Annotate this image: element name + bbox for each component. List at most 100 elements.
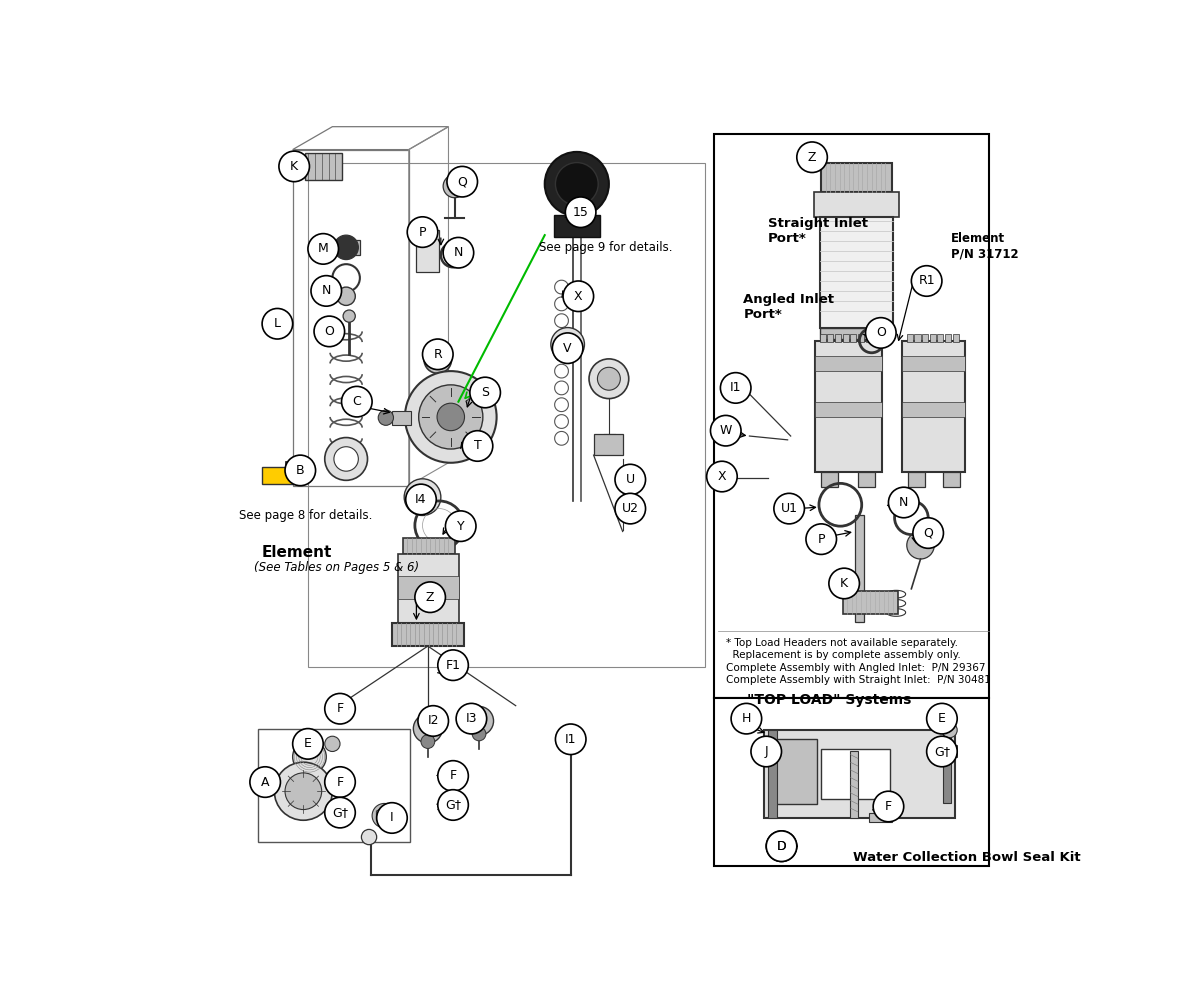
Circle shape bbox=[720, 373, 751, 403]
Text: Q: Q bbox=[923, 527, 934, 540]
Circle shape bbox=[438, 790, 468, 820]
Circle shape bbox=[286, 773, 322, 809]
Text: Complete Assembly with Angled Inlet:  P/N 29367: Complete Assembly with Angled Inlet: P/N… bbox=[726, 663, 985, 673]
Circle shape bbox=[907, 532, 935, 559]
Bar bbox=[821, 164, 892, 192]
Bar bbox=[858, 334, 864, 342]
Circle shape bbox=[418, 705, 449, 736]
Circle shape bbox=[767, 831, 797, 861]
Circle shape bbox=[378, 410, 394, 426]
Circle shape bbox=[325, 767, 355, 798]
Circle shape bbox=[404, 371, 497, 462]
Circle shape bbox=[422, 339, 454, 370]
Text: D: D bbox=[776, 839, 786, 853]
Text: G†: G† bbox=[332, 806, 348, 819]
Circle shape bbox=[552, 333, 583, 363]
Circle shape bbox=[334, 235, 359, 260]
Bar bbox=[942, 745, 958, 757]
Text: Element
P/N 31712: Element P/N 31712 bbox=[952, 232, 1019, 260]
Circle shape bbox=[278, 151, 310, 182]
Circle shape bbox=[616, 493, 646, 524]
Circle shape bbox=[424, 346, 451, 373]
Circle shape bbox=[438, 650, 468, 681]
Circle shape bbox=[443, 237, 474, 268]
Bar bbox=[764, 730, 955, 818]
Circle shape bbox=[275, 762, 332, 820]
Circle shape bbox=[325, 736, 340, 752]
Bar bbox=[814, 192, 899, 217]
Text: K: K bbox=[290, 160, 299, 173]
Circle shape bbox=[563, 281, 594, 311]
Bar bbox=[854, 515, 864, 622]
Bar bbox=[768, 730, 776, 818]
Text: B: B bbox=[296, 464, 305, 477]
Text: G†: G† bbox=[445, 799, 461, 811]
Bar bbox=[416, 230, 439, 272]
Bar bbox=[858, 472, 875, 487]
Text: P: P bbox=[817, 533, 824, 546]
Circle shape bbox=[343, 310, 355, 322]
Bar bbox=[943, 730, 952, 803]
Circle shape bbox=[325, 798, 355, 828]
Circle shape bbox=[432, 353, 444, 366]
Circle shape bbox=[806, 524, 836, 555]
Circle shape bbox=[361, 829, 377, 844]
Circle shape bbox=[462, 431, 493, 461]
Text: F: F bbox=[884, 800, 892, 813]
Text: "TOP LOAD" Systems: "TOP LOAD" Systems bbox=[746, 693, 911, 707]
Text: C: C bbox=[353, 395, 361, 408]
Circle shape bbox=[589, 359, 629, 399]
Text: I4: I4 bbox=[415, 493, 427, 506]
Bar bbox=[293, 464, 306, 476]
Circle shape bbox=[325, 805, 340, 820]
Circle shape bbox=[293, 728, 323, 759]
Text: D: D bbox=[776, 839, 786, 853]
Text: G†: G† bbox=[934, 745, 950, 758]
Bar bbox=[943, 472, 960, 487]
Text: F: F bbox=[336, 776, 343, 789]
Text: R: R bbox=[433, 348, 442, 361]
Bar bbox=[815, 340, 882, 472]
Text: M: M bbox=[318, 242, 329, 255]
Text: F: F bbox=[450, 770, 457, 783]
Circle shape bbox=[311, 276, 342, 307]
Text: I1: I1 bbox=[565, 733, 576, 746]
Circle shape bbox=[415, 582, 445, 612]
Circle shape bbox=[865, 317, 896, 348]
Circle shape bbox=[926, 736, 958, 767]
Text: Z: Z bbox=[808, 151, 816, 164]
Text: U: U bbox=[625, 473, 635, 486]
Bar bbox=[902, 340, 965, 472]
Text: E: E bbox=[938, 712, 946, 725]
Circle shape bbox=[293, 740, 326, 774]
Bar bbox=[286, 461, 300, 469]
Circle shape bbox=[731, 703, 762, 734]
Bar bbox=[815, 356, 882, 371]
Bar bbox=[908, 472, 925, 487]
Text: See page 8 for details.: See page 8 for details. bbox=[239, 509, 372, 522]
Bar bbox=[851, 752, 858, 818]
Bar bbox=[821, 472, 838, 487]
Circle shape bbox=[926, 703, 958, 734]
Text: L: L bbox=[274, 317, 281, 330]
Text: J: J bbox=[764, 745, 768, 758]
Text: N: N bbox=[899, 496, 908, 509]
Bar bbox=[775, 739, 817, 805]
Circle shape bbox=[413, 714, 443, 743]
Text: O: O bbox=[324, 325, 335, 338]
Circle shape bbox=[372, 804, 396, 828]
Circle shape bbox=[377, 803, 407, 833]
Bar bbox=[937, 334, 943, 342]
Text: Angled Inlet
Port*: Angled Inlet Port* bbox=[743, 294, 834, 321]
Circle shape bbox=[406, 484, 437, 515]
Text: Z: Z bbox=[426, 590, 434, 604]
Circle shape bbox=[419, 385, 482, 449]
Text: F1: F1 bbox=[445, 659, 461, 672]
Circle shape bbox=[472, 727, 486, 741]
Text: N: N bbox=[454, 246, 463, 259]
Bar bbox=[714, 698, 989, 866]
Bar bbox=[392, 623, 463, 646]
Text: T: T bbox=[474, 439, 481, 452]
Bar bbox=[392, 411, 412, 425]
Circle shape bbox=[464, 706, 493, 735]
